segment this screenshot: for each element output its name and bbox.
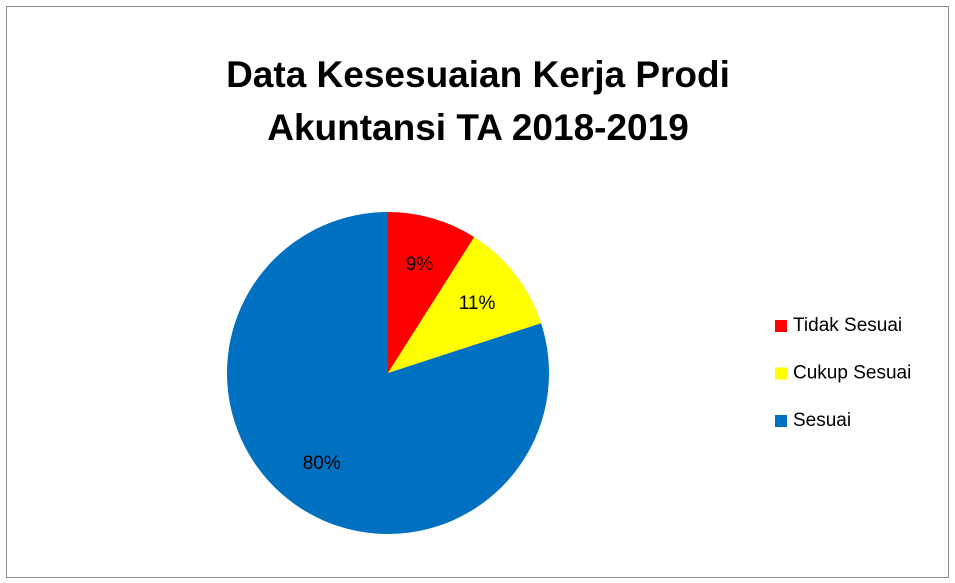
- pie-slice: [388, 212, 475, 373]
- pie-slice: [388, 237, 542, 373]
- legend-swatch: [775, 415, 787, 427]
- chart-title: Data Kesesuaian Kerja Prodi: [226, 54, 730, 95]
- legend-label: Sesuai: [793, 410, 851, 431]
- legend-swatch: [775, 367, 787, 380]
- legend-label: Tidak Sesuai: [793, 315, 902, 336]
- data-label: 11%: [459, 293, 496, 314]
- data-label: 9%: [406, 254, 434, 275]
- legend-swatch: [775, 320, 787, 332]
- chart-title: Akuntansi TA 2018-2019: [267, 107, 689, 148]
- data-label: 80%: [303, 453, 341, 474]
- legend-label: Cukup Sesuai: [793, 363, 911, 384]
- pie-slice: [226, 212, 549, 534]
